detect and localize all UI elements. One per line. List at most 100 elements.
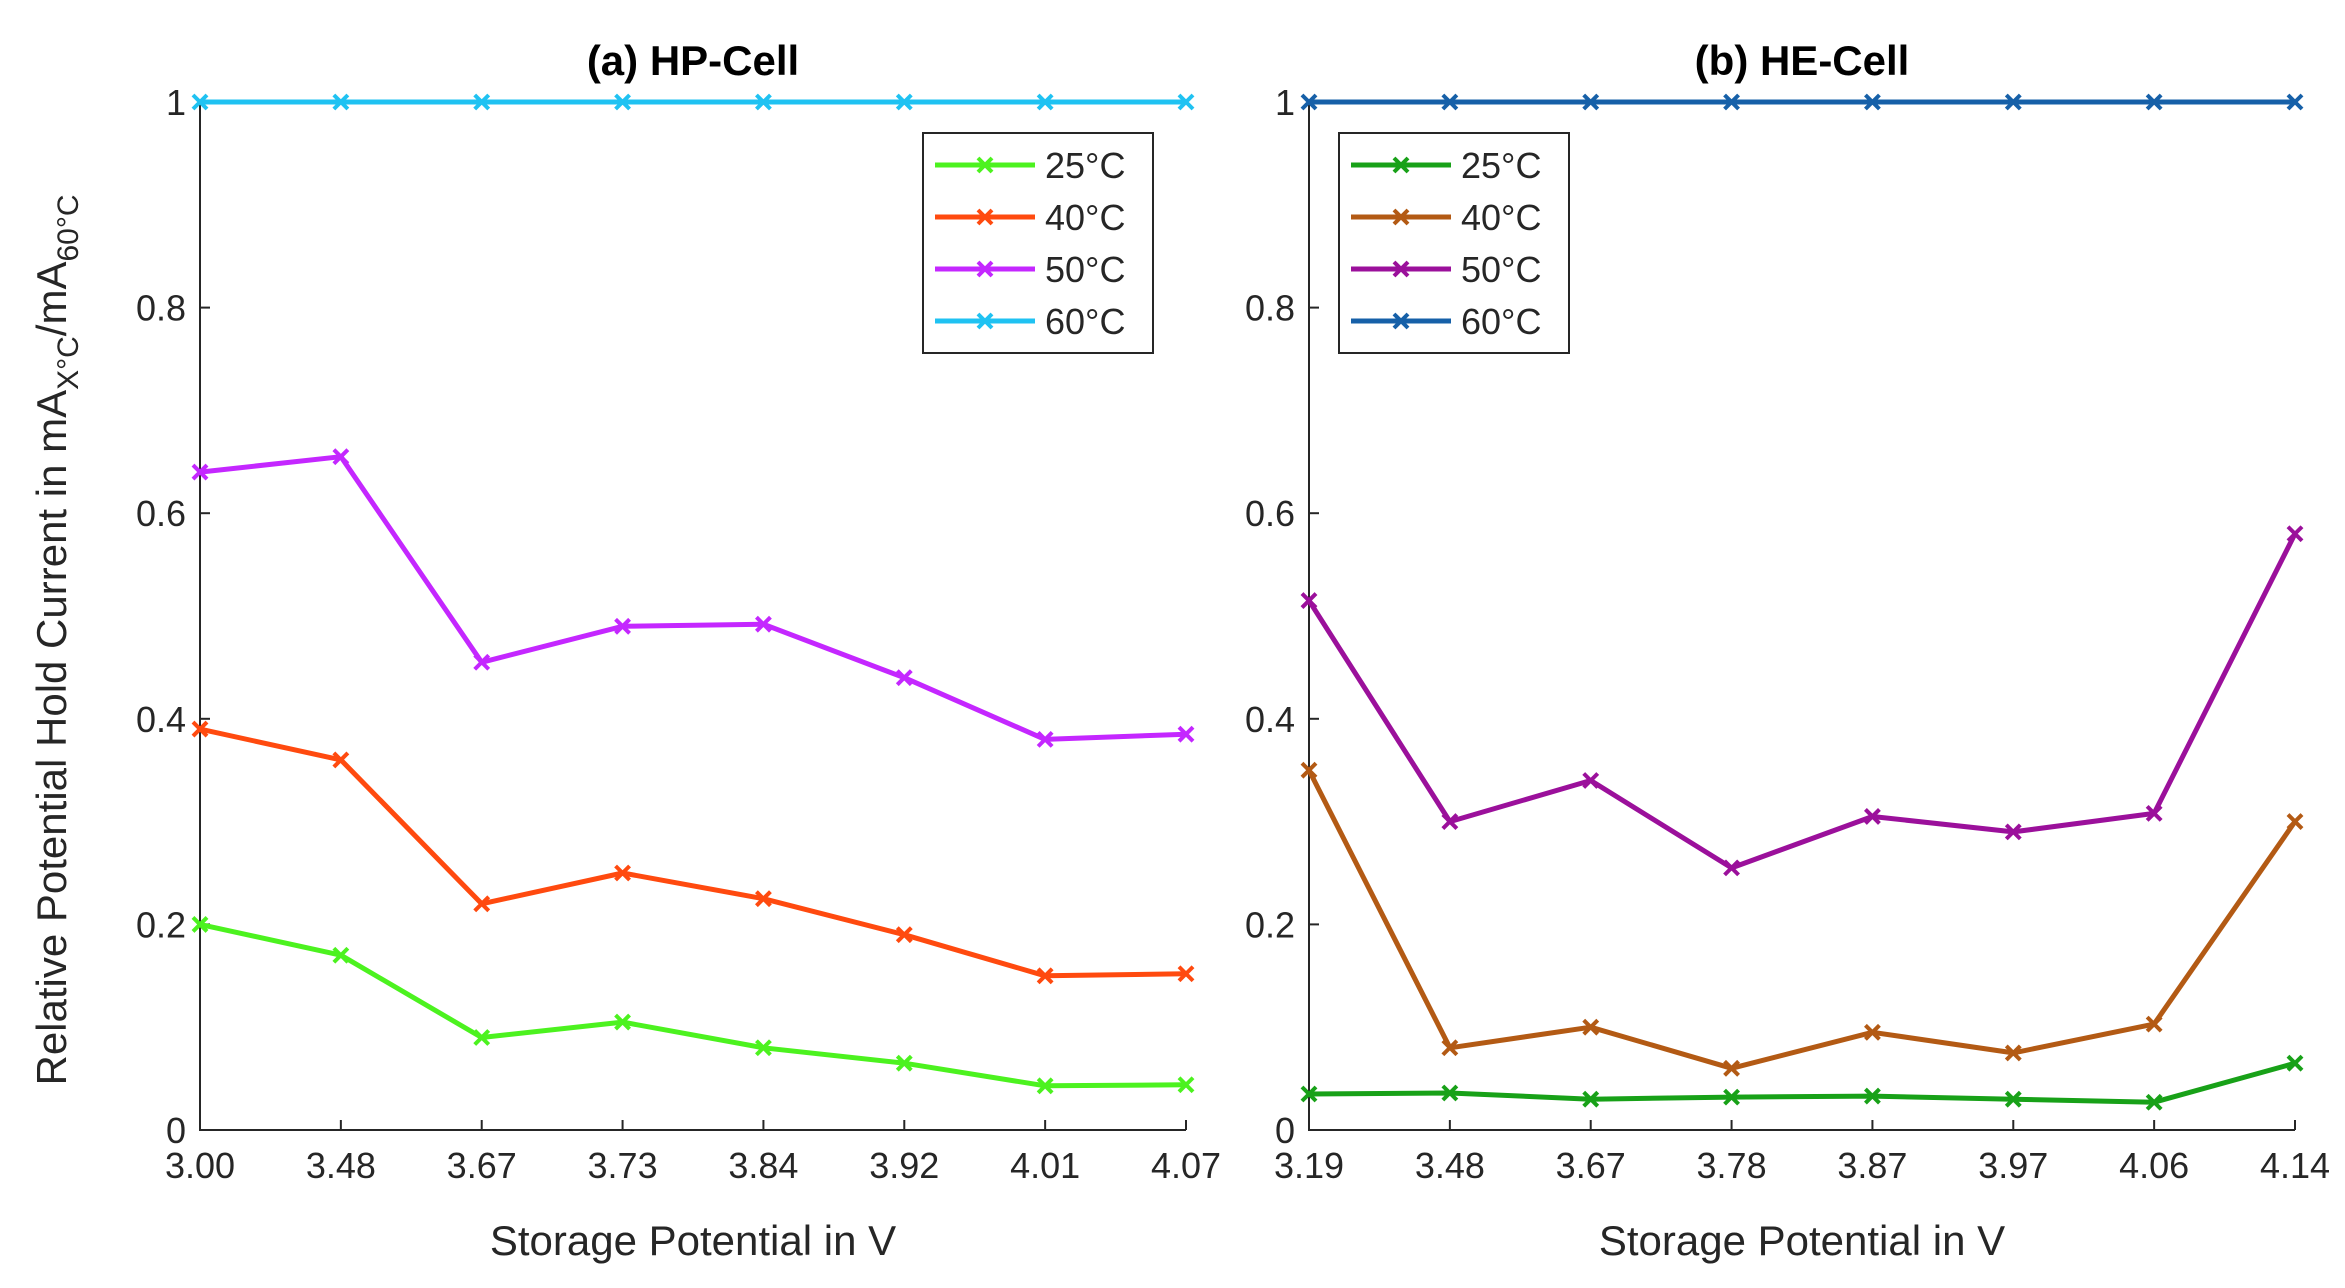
- y-axis-title-mid: /mA: [28, 262, 75, 337]
- x-tick-label: 3.48: [1415, 1145, 1485, 1186]
- data-point: [1723, 859, 1740, 877]
- data-point: [1036, 967, 1054, 985]
- series-60°C: [1300, 93, 2304, 111]
- data-point: [755, 93, 772, 111]
- data-point: [1300, 1085, 1318, 1103]
- y-tick-label: 0.8: [1245, 288, 1295, 329]
- y-tick-label: 0.2: [136, 904, 186, 945]
- series-25°C: [191, 915, 1195, 1095]
- series-60°C: [191, 93, 1195, 111]
- x-tick-label: 3.00: [165, 1145, 235, 1186]
- data-point: [1441, 1039, 1459, 1057]
- data-point: [2145, 1093, 2163, 1111]
- x-tick-label: 3.48: [306, 1145, 376, 1186]
- data-point: [191, 720, 209, 738]
- y-tick-label: 0.6: [1245, 493, 1295, 534]
- data-point: [1582, 1090, 1600, 1108]
- y-tick-label: 0: [166, 1110, 186, 1151]
- data-point: [614, 93, 631, 111]
- legend-marker: [976, 156, 994, 174]
- data-point: [2004, 93, 2022, 111]
- x-tick-label: 3.87: [1837, 1145, 1907, 1186]
- data-point: [1723, 1059, 1740, 1077]
- data-point: [895, 926, 913, 944]
- y-tick-label: 0.8: [136, 288, 186, 329]
- legend-label: 40°C: [1461, 197, 1541, 238]
- series-line: [1308, 1060, 2296, 1105]
- data-point: [191, 463, 209, 481]
- legend-label: 60°C: [1045, 301, 1125, 342]
- x-tick-label: 3.73: [588, 1145, 658, 1186]
- y-axis-title-sub1: X°C: [52, 336, 85, 390]
- x-tick-label: 4.01: [1010, 1145, 1080, 1186]
- data-point: [1300, 592, 1318, 609]
- data-point: [332, 946, 350, 964]
- legend-marker: [976, 208, 994, 226]
- y-axis-title-prefix: Relative Potential Hold Current in mA: [28, 390, 75, 1086]
- x-axis-title: Storage Potential in V: [490, 1217, 896, 1264]
- data-point: [1864, 808, 1881, 825]
- legend: 25°C 40°C 50°C 60°C: [1338, 132, 1570, 354]
- data-point: [614, 617, 631, 635]
- y-tick-label: 1: [166, 82, 186, 123]
- legend-label: 25°C: [1461, 145, 1541, 186]
- data-point: [1036, 730, 1054, 748]
- data-point: [1723, 93, 1740, 111]
- legend-label: 50°C: [1045, 249, 1125, 290]
- data-point: [332, 448, 350, 466]
- data-point: [473, 93, 491, 111]
- data-point: [2286, 525, 2304, 543]
- series-line: [199, 726, 1187, 979]
- data-point: [1036, 1077, 1054, 1095]
- legend-marker: [1392, 208, 1410, 226]
- data-point: [895, 1054, 913, 1072]
- data-point: [1441, 1084, 1459, 1102]
- data-point: [191, 93, 209, 111]
- legend-marker: [976, 312, 994, 330]
- y-tick-label: 0.6: [136, 493, 186, 534]
- panel-a: (a) HP-Cell 3.00 3.48 3.67 3.73 3.84 3.92 4.01 4…: [136, 37, 1221, 1264]
- x-tick-label: 4.14: [2260, 1145, 2330, 1186]
- series-line: [1306, 532, 2298, 871]
- x-tick-label: 4.06: [2119, 1145, 2189, 1186]
- y-tick-label: 1: [1275, 82, 1295, 123]
- x-tick-label: 3.19: [1274, 1145, 1344, 1186]
- data-point: [473, 1029, 491, 1046]
- data-point: [1177, 965, 1195, 983]
- chart-title: (b) HE-Cell: [1695, 37, 1910, 84]
- data-point: [1300, 761, 1318, 779]
- series-40°C: [1300, 761, 2304, 1077]
- legend-label: 60°C: [1461, 301, 1541, 342]
- data-point: [1582, 1018, 1600, 1036]
- series-line: [199, 454, 1187, 742]
- data-point: [2286, 813, 2304, 831]
- data-point: [895, 669, 913, 687]
- data-point: [473, 895, 491, 913]
- legend-label: 40°C: [1045, 197, 1125, 238]
- data-point: [2004, 1044, 2022, 1062]
- legend: 25°C 40°C 50°C 60°C: [922, 132, 1154, 354]
- y-tick-label: 0.4: [136, 699, 186, 740]
- y-tick-label: 0: [1275, 1110, 1295, 1151]
- data-point: [2286, 1054, 2304, 1072]
- legend-marker: [1392, 312, 1410, 330]
- data-point: [2286, 93, 2304, 111]
- data-point: [332, 751, 350, 769]
- series-25°C: [1300, 1054, 2304, 1111]
- data-point: [1177, 1076, 1195, 1094]
- series-50°C: [1300, 525, 2304, 877]
- legend-marker: [1392, 156, 1410, 174]
- data-point: [2004, 1090, 2022, 1108]
- data-point: [1441, 93, 1459, 111]
- data-point: [1582, 93, 1600, 111]
- panel-b: (b) HE-Cell 3.19 3.48 3.67 3.78 3.87 3.97 4.06 4…: [1245, 37, 2330, 1264]
- y-tick-label: 0.4: [1245, 699, 1295, 740]
- legend-marker: [1392, 260, 1410, 278]
- chart-title: (a) HP-Cell: [587, 37, 799, 84]
- series-line: [1306, 769, 2298, 1071]
- data-point: [2004, 823, 2022, 841]
- data-point: [473, 653, 491, 671]
- data-point: [1177, 725, 1195, 743]
- data-point: [1441, 813, 1459, 831]
- legend-box: [922, 132, 1154, 354]
